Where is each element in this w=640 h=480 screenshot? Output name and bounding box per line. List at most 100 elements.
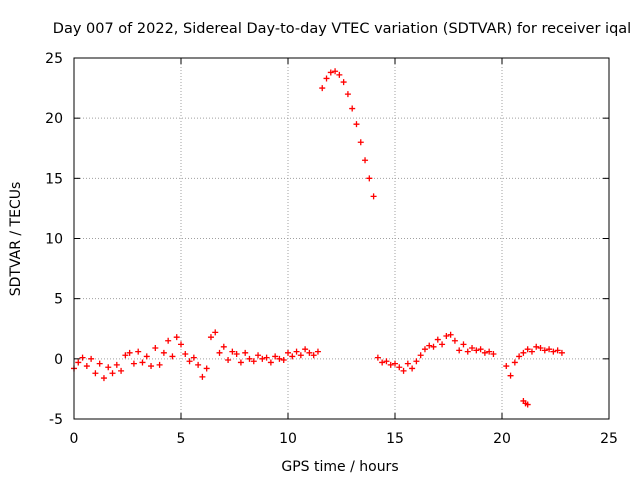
data-point	[88, 355, 95, 362]
x-tick-label: 0	[70, 431, 79, 447]
data-point	[426, 342, 433, 349]
data-point	[537, 345, 544, 352]
x-tick-label: 25	[600, 431, 618, 447]
data-point	[220, 343, 227, 350]
data-point	[447, 331, 454, 338]
data-point	[409, 365, 416, 372]
data-point	[195, 361, 202, 368]
y-tick-label: -5	[49, 412, 63, 428]
data-point	[460, 341, 467, 348]
data-point	[486, 348, 493, 355]
data-point	[276, 355, 283, 362]
data-point	[387, 361, 394, 368]
data-point	[105, 364, 112, 371]
data-point	[541, 347, 548, 354]
y-axis-label: SDTVAR / TECUs	[8, 182, 24, 297]
y-tick-label: 20	[45, 111, 63, 127]
data-point	[130, 360, 137, 367]
x-tick-label: 20	[493, 431, 511, 447]
data-point	[289, 353, 296, 360]
x-tick-label: 10	[279, 431, 297, 447]
data-point	[233, 351, 240, 358]
data-point	[417, 352, 424, 359]
data-point	[349, 105, 356, 112]
data-point	[83, 363, 90, 370]
data-point	[481, 349, 488, 356]
data-point	[374, 354, 381, 361]
data-point	[100, 375, 107, 382]
data-point	[79, 354, 86, 361]
data-point	[443, 332, 450, 339]
y-tick-label: 10	[45, 232, 63, 248]
y-tick-label: 25	[45, 51, 63, 67]
data-point	[344, 91, 351, 98]
data-point	[190, 354, 197, 361]
data-point	[469, 345, 476, 352]
data-point	[366, 175, 373, 182]
data-point	[160, 349, 167, 356]
data-point	[413, 358, 420, 365]
data-point	[400, 367, 407, 374]
data-point	[430, 343, 437, 350]
data-points	[71, 68, 565, 408]
data-point	[434, 336, 441, 343]
data-point	[182, 351, 189, 358]
data-point	[353, 121, 360, 128]
data-point	[118, 367, 125, 374]
data-point	[259, 355, 266, 362]
data-point	[528, 348, 535, 355]
data-point	[109, 370, 116, 377]
data-point	[297, 352, 304, 359]
data-point	[383, 358, 390, 365]
data-point	[139, 359, 146, 366]
data-point	[255, 352, 262, 359]
data-point	[421, 346, 428, 353]
data-point	[379, 359, 386, 366]
data-point	[392, 360, 398, 367]
data-point	[306, 349, 313, 356]
data-point	[229, 348, 236, 355]
data-point	[451, 337, 458, 344]
y-tick-label: 15	[45, 171, 63, 187]
data-point	[173, 334, 180, 341]
data-point	[362, 157, 369, 164]
y-tick-labels: -5 0 5 10 15 20 25	[45, 51, 63, 428]
y-tick-label: 5	[54, 292, 63, 308]
data-point	[113, 361, 120, 368]
data-point	[507, 372, 514, 379]
chart-title: Day 007 of 2022, Sidereal Day-to-day VTE…	[53, 21, 631, 37]
x-tick-label: 5	[177, 431, 186, 447]
data-point	[165, 337, 172, 344]
data-point	[558, 349, 565, 356]
data-point	[280, 357, 287, 364]
data-point	[340, 79, 347, 86]
data-point	[135, 348, 142, 355]
data-point	[148, 363, 155, 370]
data-point	[246, 355, 253, 362]
x-tick-label: 15	[386, 431, 404, 447]
data-point	[199, 373, 206, 380]
data-point	[490, 351, 497, 358]
data-point	[464, 348, 471, 355]
data-point	[473, 347, 480, 354]
data-point	[404, 360, 411, 367]
data-point	[92, 370, 99, 377]
data-point	[152, 345, 159, 352]
data-point	[323, 75, 330, 82]
data-point	[143, 353, 150, 360]
data-point	[96, 360, 103, 367]
data-point	[520, 349, 527, 356]
data-point	[357, 139, 364, 146]
data-point	[511, 359, 518, 366]
data-point	[242, 349, 249, 356]
data-point	[263, 354, 270, 361]
data-point	[310, 352, 317, 359]
data-point	[550, 348, 557, 355]
data-point	[439, 341, 446, 348]
data-point	[396, 364, 403, 371]
data-point	[503, 363, 510, 370]
data-point	[302, 346, 309, 353]
data-point	[186, 358, 193, 365]
data-point	[250, 358, 257, 365]
